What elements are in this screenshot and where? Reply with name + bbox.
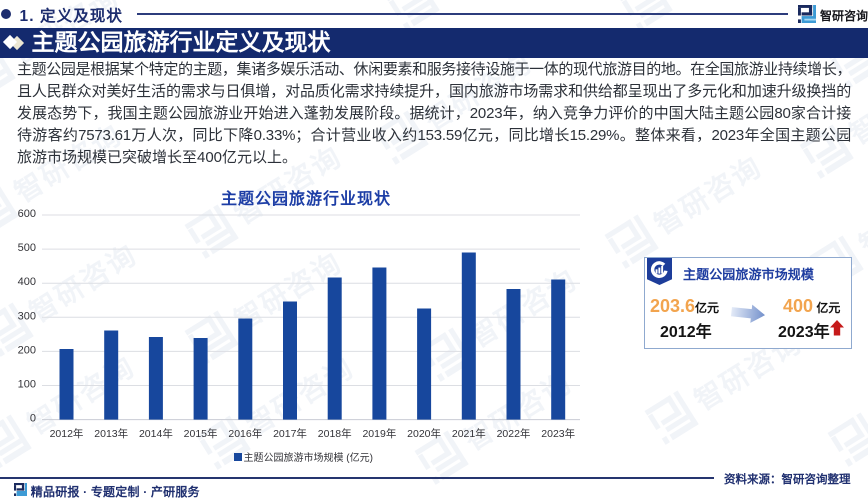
svg-text:2012年: 2012年 bbox=[50, 427, 84, 440]
svg-text:100: 100 bbox=[18, 379, 36, 391]
svg-text:2013年: 2013年 bbox=[94, 427, 128, 440]
svg-text:400: 400 bbox=[18, 276, 36, 288]
svg-text:2018年: 2018年 bbox=[318, 427, 352, 440]
svg-text:2023年: 2023年 bbox=[541, 427, 575, 440]
svg-text:0: 0 bbox=[30, 413, 36, 425]
svg-text:2016年: 2016年 bbox=[228, 427, 262, 440]
svg-text:主题公园旅游市场规模 (亿元): 主题公园旅游市场规模 (亿元) bbox=[244, 451, 373, 464]
svg-text:2020年: 2020年 bbox=[407, 427, 441, 440]
svg-text:2015年: 2015年 bbox=[184, 427, 218, 440]
svg-text:200: 200 bbox=[18, 344, 36, 356]
svg-text:500: 500 bbox=[18, 242, 36, 254]
svg-text:2022年: 2022年 bbox=[497, 427, 531, 440]
svg-text:2014年: 2014年 bbox=[139, 427, 173, 440]
svg-text:2021年: 2021年 bbox=[452, 427, 486, 440]
svg-text:300: 300 bbox=[18, 310, 36, 322]
svg-text:2017年: 2017年 bbox=[273, 427, 307, 440]
svg-text:600: 600 bbox=[18, 208, 36, 220]
svg-text:2019年: 2019年 bbox=[362, 427, 396, 440]
